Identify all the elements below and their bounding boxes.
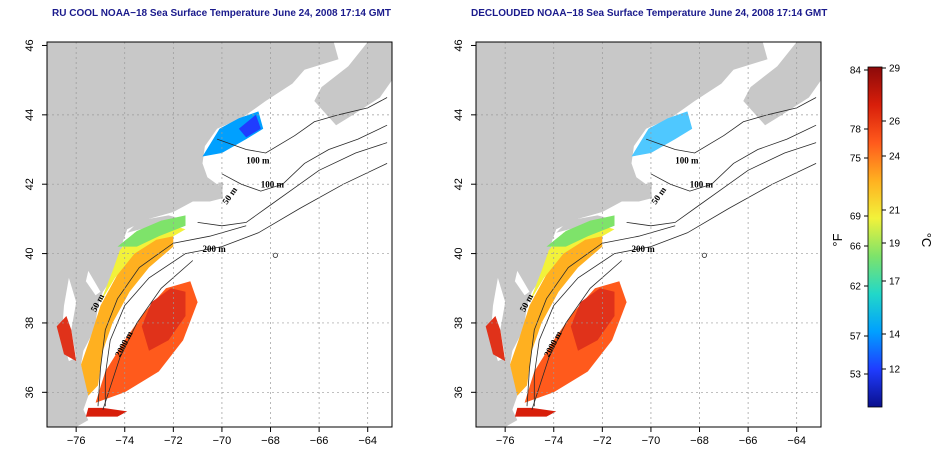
sst-overlay (56, 111, 264, 417)
x-tick-label: −76 (67, 435, 86, 447)
x-tick-label: −74 (115, 435, 134, 447)
contour-line (216, 97, 388, 154)
sst-chesapeake (56, 316, 77, 362)
contour-line (197, 142, 388, 227)
sst-south-coastal (85, 407, 128, 417)
contour-label: 100 m (246, 155, 270, 165)
contour-seamount (272, 252, 278, 258)
bathymetry-contours (97, 97, 388, 410)
land-long-island (127, 215, 176, 233)
contour-label: 200 m (202, 244, 226, 254)
lat-lon-grid (47, 42, 392, 427)
y-tick-label: 42 (24, 178, 36, 190)
map-frame (46, 41, 393, 428)
land-mass (47, 42, 339, 427)
y-tick-label: 38 (24, 317, 36, 329)
contour-line (102, 260, 194, 410)
sst-gulf-stream-ring (141, 288, 186, 351)
y-tick-label: 44 (24, 109, 36, 121)
x-tick-label: −66 (310, 435, 329, 447)
contour-line (97, 225, 247, 407)
contour-label: 100 m (261, 180, 285, 190)
land-cape-cod (207, 182, 224, 200)
panel-title-right: DECLOUDED NOAA−18 Sea Surface Temperatur… (471, 8, 828, 19)
sst-green-band (117, 215, 186, 247)
y-tick-label: 46 (24, 39, 36, 51)
sst-cold-pool (238, 114, 261, 138)
contour-line (221, 124, 388, 192)
y-tick-label: 36 (24, 386, 36, 398)
water-delaware-bay (85, 270, 101, 296)
x-tick-label: −70 (213, 435, 232, 447)
x-tick-label: −72 (164, 435, 183, 447)
y-tick-label: 40 (24, 247, 36, 259)
x-tick-label: −68 (261, 435, 280, 447)
sst-shelf-region (81, 232, 174, 396)
panel-title-left: RU COOL NOAA−18 Sea Surface Temperature … (52, 8, 391, 19)
land-nova-scotia (314, 42, 392, 126)
x-tick-label: −64 (358, 435, 377, 447)
contour-line (104, 163, 388, 407)
